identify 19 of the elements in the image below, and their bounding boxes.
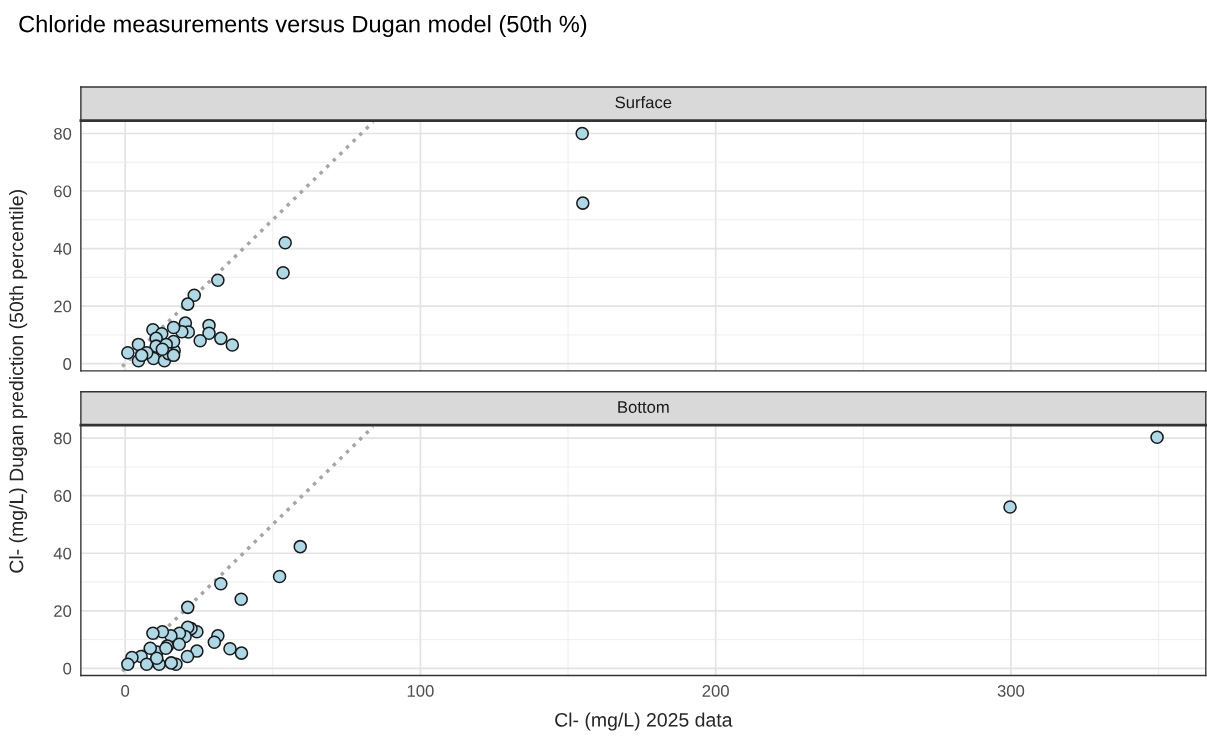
chart-subtitle: Bottom xyxy=(618,401,669,413)
x-tick-label: 0 xyxy=(121,685,130,697)
chart-subtitle: Surface xyxy=(615,96,672,109)
y-tick-label: 40 xyxy=(53,547,72,560)
x-tick-label: 300 xyxy=(997,685,1025,697)
y-tick-label: 0 xyxy=(63,358,72,370)
y-tick-label: 60 xyxy=(54,490,72,502)
x-tick-label: 200 xyxy=(702,685,729,697)
y-tick-label: 80 xyxy=(54,127,72,140)
y-axis-title: Cl- (mg/L) Dugan prediction (50th percentile) xyxy=(9,190,28,573)
y-tick-label: 20 xyxy=(54,605,72,618)
y-tick-label: 0 xyxy=(63,662,72,675)
chart-title: Chloride measurements versus Dugan model (50th %) xyxy=(19,15,587,38)
x-tick-label: 100 xyxy=(407,685,434,697)
y-tick-label: 20 xyxy=(54,300,72,313)
y-tick-label: 40 xyxy=(53,242,72,255)
y-tick-label: 60 xyxy=(54,185,72,198)
y-tick-label: 80 xyxy=(54,432,72,445)
x-axis-title: Cl- (mg/L) 2025 data xyxy=(555,712,733,731)
